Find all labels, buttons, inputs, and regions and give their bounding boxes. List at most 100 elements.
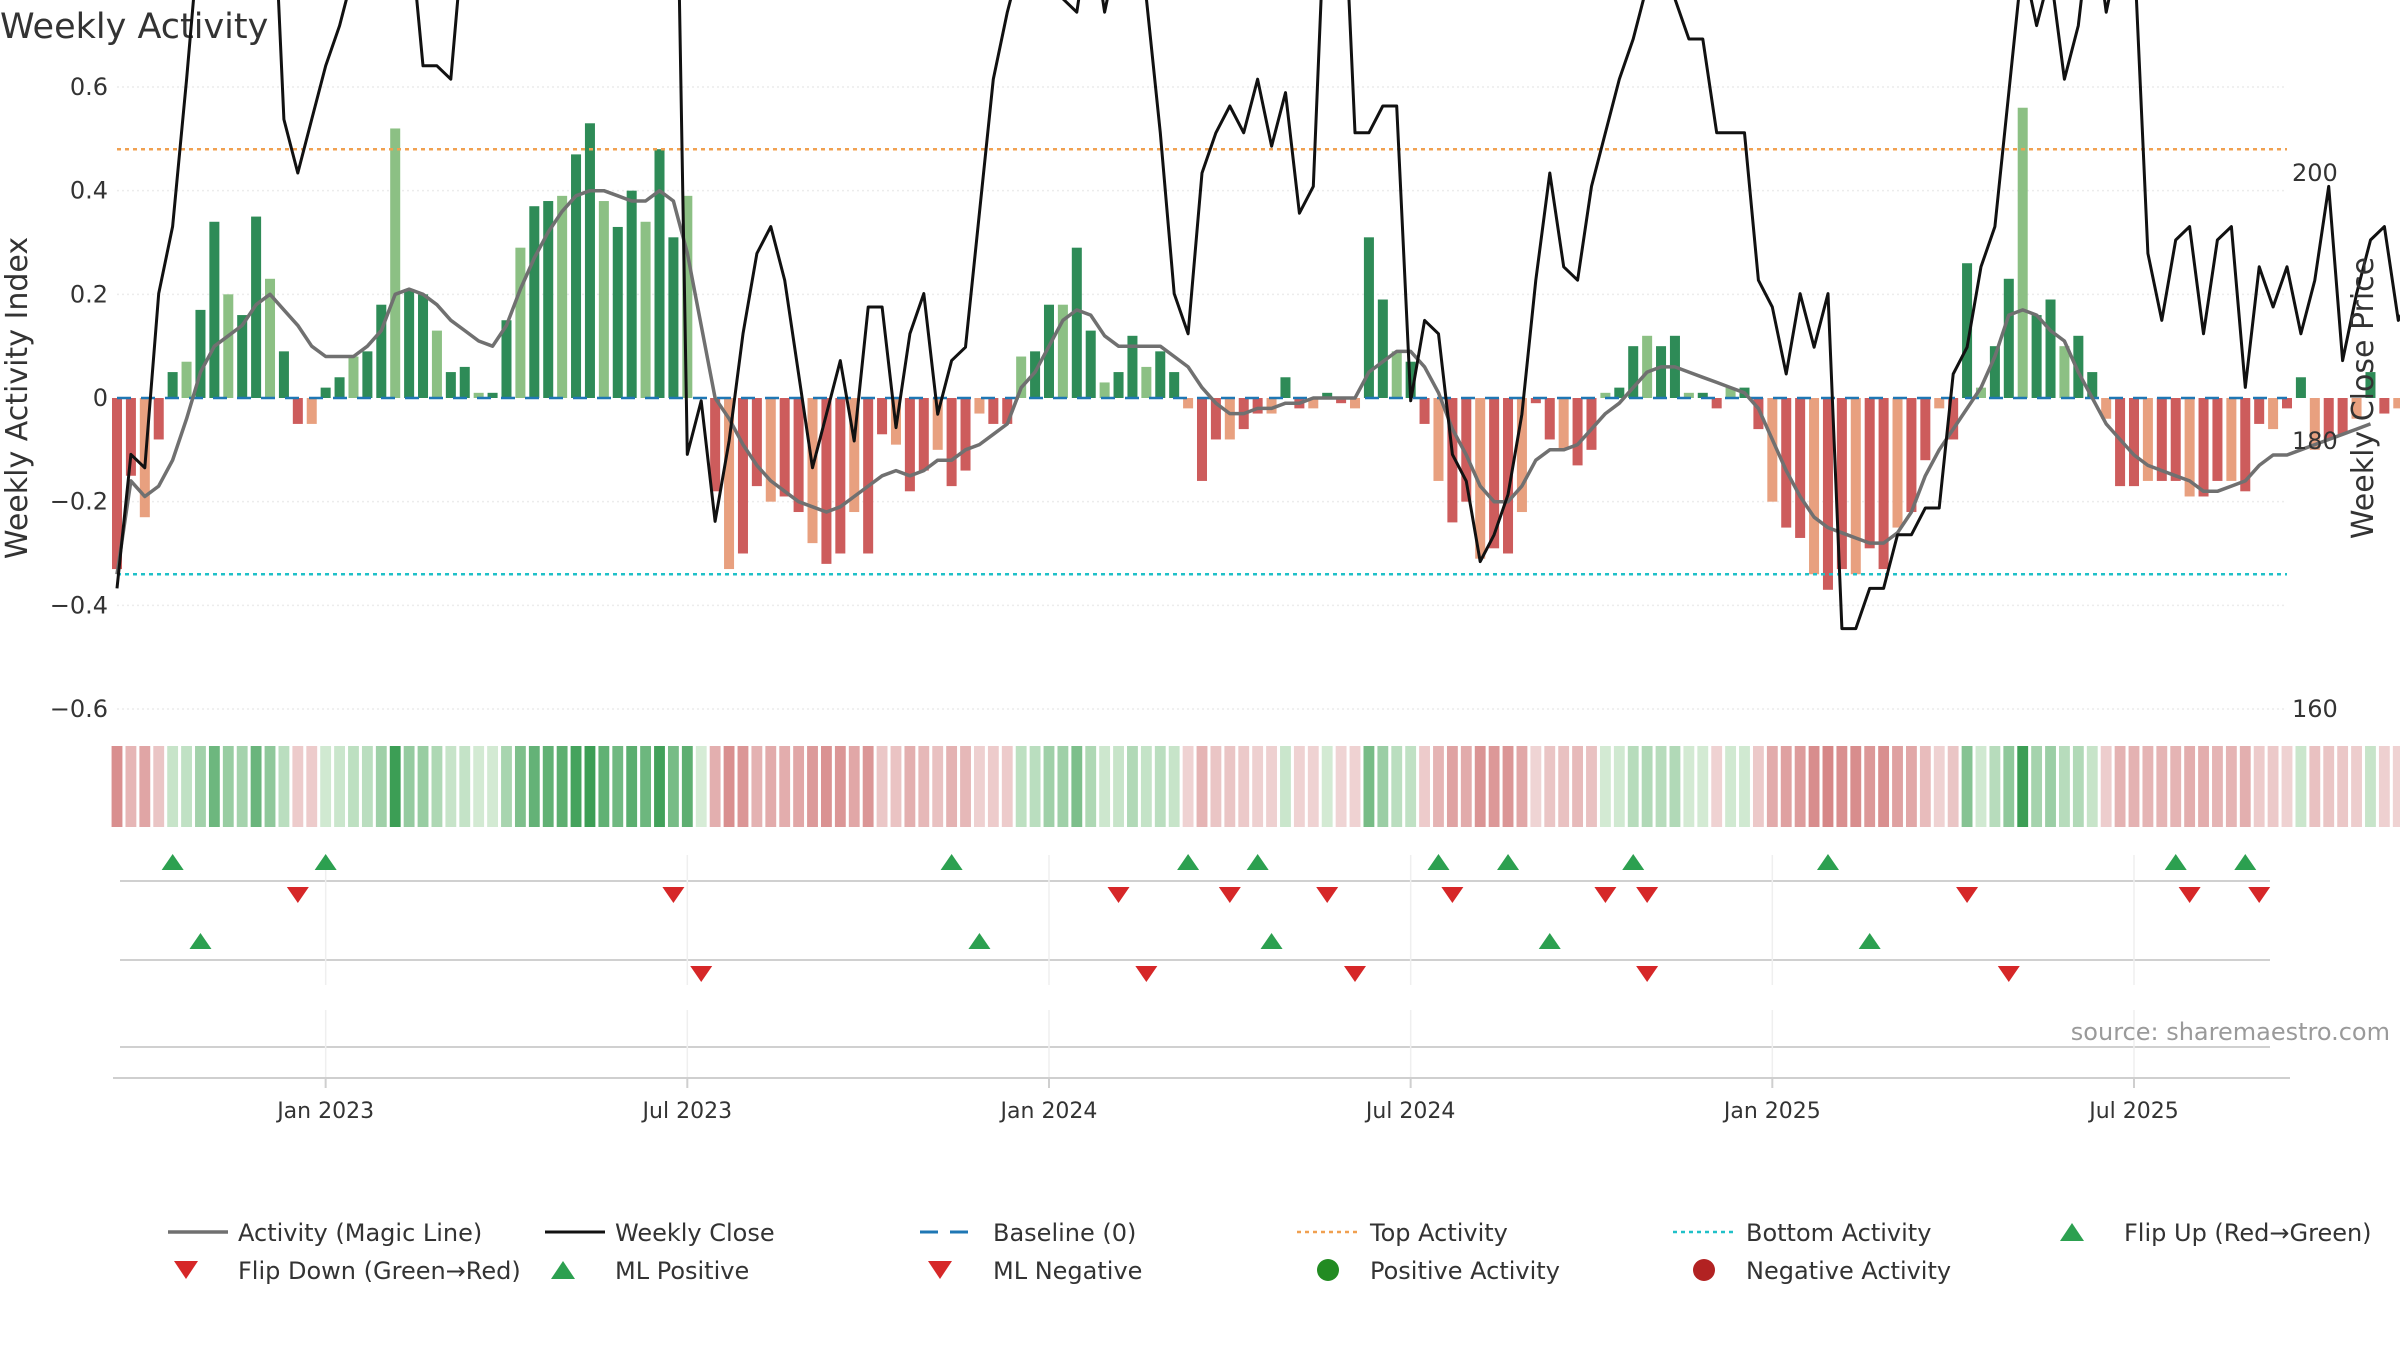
legend-label: ML Negative bbox=[993, 1257, 1142, 1285]
activity-bar bbox=[1043, 304, 1054, 398]
heat-cell bbox=[1307, 746, 1319, 827]
activity-bar bbox=[487, 392, 498, 398]
flip-down-marker bbox=[286, 887, 309, 903]
grid bbox=[117, 86, 2287, 710]
flip-up-marker bbox=[2234, 854, 2257, 870]
y-tick-label: 0.6 bbox=[70, 73, 108, 101]
flip-down-marker bbox=[1636, 887, 1659, 903]
heat-cell bbox=[2337, 746, 2349, 827]
heat-cell bbox=[501, 746, 512, 827]
activity-bar bbox=[1433, 398, 1444, 481]
activity-bar bbox=[2156, 398, 2167, 481]
activity-bar bbox=[1697, 392, 1708, 398]
flip-up-marker bbox=[1246, 854, 1269, 870]
activity-bar bbox=[2142, 398, 2153, 481]
activity-bar bbox=[1266, 398, 1277, 414]
activity-bar bbox=[418, 294, 429, 398]
heat-cell bbox=[1085, 746, 1097, 827]
activity-bar bbox=[1892, 398, 1903, 528]
y-axis-right: 240220200180160 bbox=[2292, 159, 2338, 723]
x-tick-label: Jul 2023 bbox=[641, 1099, 733, 1124]
heat-cell bbox=[2086, 746, 2098, 827]
activity-bar bbox=[1057, 304, 1068, 398]
heat-cell bbox=[2017, 746, 2029, 827]
heat-cell bbox=[820, 746, 832, 827]
activity-bar bbox=[1975, 387, 1986, 398]
heat-cell bbox=[2059, 746, 2070, 827]
activity-bar bbox=[445, 372, 456, 398]
heat-cell bbox=[1711, 746, 1723, 827]
heat-cell bbox=[1697, 746, 1709, 827]
heat-cell bbox=[1460, 746, 1472, 827]
reference-lines bbox=[117, 147, 2287, 576]
heat-cell bbox=[751, 746, 763, 827]
heat-cell bbox=[598, 746, 610, 827]
activity-bar bbox=[904, 398, 915, 492]
heat-cell bbox=[1947, 746, 1959, 827]
heat-cell bbox=[1377, 746, 1389, 827]
heat-cell bbox=[222, 746, 234, 827]
ml-negative-marker bbox=[690, 966, 713, 982]
legend-label: Top Activity bbox=[1369, 1219, 1508, 1247]
activity-bar bbox=[974, 398, 985, 414]
x-tick-label: Jan 2024 bbox=[999, 1099, 1098, 1124]
heat-cell bbox=[348, 746, 359, 827]
activity-bar bbox=[654, 149, 665, 398]
legend-label: Bottom Activity bbox=[1746, 1219, 1931, 1247]
legend-swatch-triangle-down bbox=[174, 1261, 198, 1279]
activity-bar bbox=[459, 366, 470, 398]
activity-bar bbox=[1252, 398, 1263, 414]
heat-cell bbox=[1029, 746, 1041, 827]
y-axis-left: 0.6 0.4 0.2 0 −0.2 −0.4 −0.6 bbox=[50, 73, 108, 723]
heat-cell bbox=[876, 746, 888, 827]
activity-bar bbox=[223, 294, 234, 398]
activity-bar bbox=[1822, 398, 1833, 590]
activity-bar bbox=[2184, 398, 2195, 497]
activity-bar bbox=[195, 309, 206, 398]
legend-label: Positive Activity bbox=[1370, 1257, 1560, 1285]
activity-bar bbox=[668, 237, 679, 398]
activity-bar bbox=[2128, 398, 2139, 487]
activity-bar bbox=[2087, 372, 2098, 398]
activity-bar bbox=[1461, 398, 1472, 502]
activity-bar bbox=[1836, 398, 1847, 570]
activity-bar bbox=[2295, 377, 2306, 398]
activity-bar bbox=[571, 154, 582, 398]
activity-bar bbox=[877, 398, 888, 435]
activity-bar bbox=[557, 195, 568, 398]
activity-bar bbox=[237, 315, 248, 398]
heat-cell bbox=[932, 746, 944, 827]
heat-cell bbox=[473, 746, 485, 827]
activity-bar bbox=[626, 190, 637, 398]
heat-cell bbox=[1864, 746, 1876, 827]
activity-bar bbox=[640, 221, 651, 398]
flip-up-marker bbox=[1427, 854, 1450, 870]
legend-swatch-triangle-down bbox=[928, 1261, 952, 1279]
activity-bar bbox=[1391, 351, 1402, 398]
activity-bar bbox=[1586, 398, 1597, 450]
activity-bar bbox=[1002, 398, 1013, 424]
activity-bar bbox=[1280, 377, 1291, 398]
y-tick-label: −0.4 bbox=[50, 591, 108, 619]
flip-up-marker bbox=[314, 854, 337, 870]
heat-cell bbox=[1071, 746, 1083, 827]
activity-bar bbox=[835, 398, 846, 554]
activity-bar bbox=[2170, 398, 2181, 481]
activity-bar bbox=[793, 398, 804, 513]
y-tick-label: −0.6 bbox=[50, 695, 108, 723]
heat-cell bbox=[1766, 746, 1778, 827]
activity-bar bbox=[1113, 372, 1124, 398]
activity-bar bbox=[765, 398, 776, 502]
activity-bar bbox=[1350, 398, 1361, 409]
flip-up-marker bbox=[1816, 854, 1839, 870]
activity-bar bbox=[1544, 398, 1555, 440]
activity-bar bbox=[2309, 398, 2320, 450]
ml-positive-marker bbox=[1538, 933, 1561, 949]
heat-cell bbox=[2392, 746, 2400, 827]
activity-heat-strip bbox=[111, 746, 2400, 827]
activity-bar bbox=[2393, 398, 2400, 409]
source-label: source: sharemaestro.com bbox=[2071, 1018, 2390, 1046]
activity-bar bbox=[682, 195, 693, 398]
heat-cell bbox=[890, 746, 902, 827]
ml-positive-marker bbox=[1260, 933, 1283, 949]
